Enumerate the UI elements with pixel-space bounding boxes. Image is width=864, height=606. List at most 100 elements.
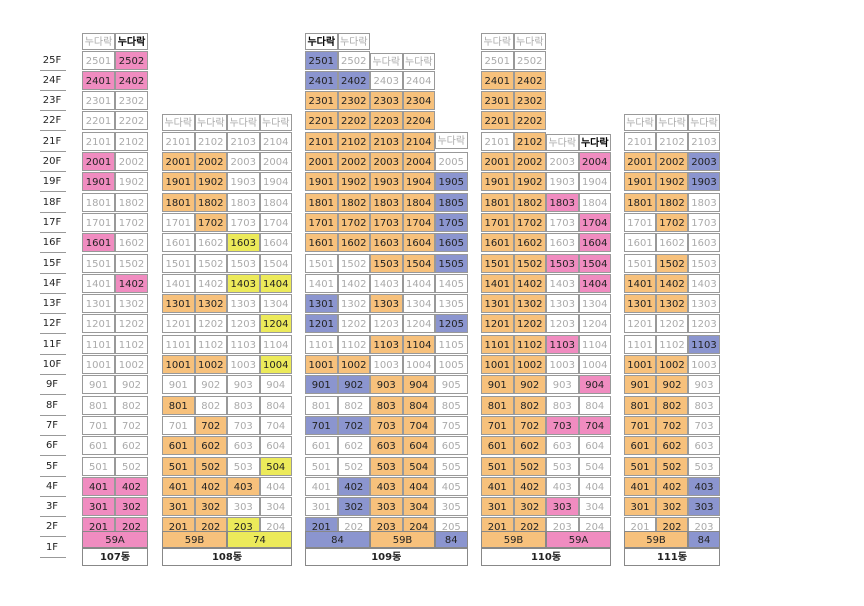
- unit-cell[interactable]: 1604: [402, 233, 435, 253]
- unit-cell[interactable]: 1804: [402, 192, 435, 212]
- unit-cell[interactable]: 1003: [227, 355, 260, 374]
- unit-cell[interactable]: 402: [194, 476, 227, 496]
- unit-cell[interactable]: 2003: [688, 152, 720, 171]
- unit-cell[interactable]: 404: [578, 476, 611, 496]
- unit-cell[interactable]: 2003: [370, 152, 403, 171]
- unit-cell[interactable]: 301: [624, 497, 656, 517]
- unit-cell[interactable]: 1701: [162, 212, 195, 232]
- unit-cell[interactable]: 1603: [688, 233, 720, 253]
- unit-cell[interactable]: 1204: [402, 314, 435, 334]
- unit-cell[interactable]: 1303: [546, 294, 579, 314]
- unit-cell[interactable]: 1502: [656, 253, 688, 273]
- unit-cell[interactable]: 2103: [227, 131, 260, 151]
- unit-cell[interactable]: 2202: [115, 111, 148, 131]
- unit-cell[interactable]: 2102: [115, 131, 148, 151]
- unit-cell[interactable]: 2101: [305, 131, 338, 151]
- unit-cell[interactable]: 1703: [546, 212, 579, 232]
- unit-cell[interactable]: 702: [337, 415, 370, 435]
- unit-cell[interactable]: 601: [162, 436, 195, 456]
- unit-cell[interactable]: 305: [435, 497, 468, 517]
- unit-cell[interactable]: 2304: [402, 91, 435, 111]
- unit-cell[interactable]: 1202: [115, 314, 148, 334]
- unit-cell[interactable]: 502: [337, 456, 370, 476]
- unit-cell[interactable]: 2202: [513, 111, 546, 131]
- unit-cell[interactable]: 1303: [227, 294, 260, 314]
- unit-cell[interactable]: 401: [82, 476, 115, 496]
- unit-cell[interactable]: 702: [656, 415, 688, 435]
- unit-cell[interactable]: 1603: [227, 233, 260, 253]
- unit-cell[interactable]: 701: [82, 415, 115, 435]
- unit-cell[interactable]: 902: [337, 375, 370, 395]
- unit-cell[interactable]: 2002: [656, 152, 688, 171]
- unit-cell[interactable]: 501: [624, 456, 656, 476]
- unit-cell[interactable]: 1104: [259, 334, 292, 354]
- unit-cell[interactable]: 404: [259, 476, 292, 496]
- unit-cell[interactable]: 1502: [337, 253, 370, 273]
- unit-cell[interactable]: 1203: [370, 314, 403, 334]
- unit-cell[interactable]: 803: [370, 395, 403, 415]
- unit-cell[interactable]: 1701: [624, 212, 656, 232]
- unit-cell[interactable]: 1902: [115, 172, 148, 192]
- unit-cell[interactable]: 302: [337, 497, 370, 517]
- unit-cell[interactable]: 1203: [227, 314, 260, 334]
- unit-cell[interactable]: 1204: [259, 314, 292, 334]
- unit-cell[interactable]: 701: [162, 415, 195, 435]
- unit-cell[interactable]: 1304: [402, 294, 435, 314]
- unit-cell[interactable]: 1202: [194, 314, 227, 334]
- unit-cell[interactable]: 2102: [656, 131, 688, 151]
- unit-cell[interactable]: 2402: [115, 70, 148, 90]
- unit-cell[interactable]: 1001: [624, 355, 656, 374]
- unit-cell[interactable]: 2003: [227, 152, 260, 171]
- unit-cell[interactable]: 1902: [194, 172, 227, 192]
- unit-cell[interactable]: 1401: [82, 273, 115, 293]
- unit-cell[interactable]: 1101: [305, 334, 338, 354]
- unit-cell[interactable]: 2201: [481, 111, 514, 131]
- unit-cell[interactable]: 2401: [305, 70, 338, 90]
- unit-cell[interactable]: 1505: [435, 253, 468, 273]
- unit-cell[interactable]: 2402: [513, 70, 546, 90]
- unit-cell[interactable]: 1201: [82, 314, 115, 334]
- unit-cell[interactable]: 2001: [624, 152, 656, 171]
- unit-cell[interactable]: 2001: [82, 152, 115, 171]
- unit-cell[interactable]: 1004: [402, 355, 435, 374]
- unit-cell[interactable]: 802: [656, 395, 688, 415]
- unit-cell[interactable]: 403: [546, 476, 579, 496]
- unit-cell[interactable]: 1401: [624, 273, 656, 293]
- unit-cell[interactable]: 1302: [194, 294, 227, 314]
- unit-cell[interactable]: 2302: [115, 91, 148, 111]
- unit-cell[interactable]: 1402: [656, 273, 688, 293]
- unit-cell[interactable]: 1901: [162, 172, 195, 192]
- unit-cell[interactable]: 1001: [162, 355, 195, 374]
- unit-cell[interactable]: 1904: [259, 172, 292, 192]
- unit-cell[interactable]: 1402: [513, 273, 546, 293]
- unit-cell[interactable]: 2004: [578, 152, 611, 171]
- unit-cell[interactable]: 1402: [115, 273, 148, 293]
- unit-cell[interactable]: 2101: [162, 131, 195, 151]
- unit-cell[interactable]: 1002: [337, 355, 370, 374]
- unit-cell[interactable]: 1302: [337, 294, 370, 314]
- unit-cell[interactable]: 402: [656, 476, 688, 496]
- unit-cell[interactable]: 1003: [688, 355, 720, 374]
- unit-cell[interactable]: 302: [656, 497, 688, 517]
- unit-cell[interactable]: 1104: [578, 334, 611, 354]
- unit-cell[interactable]: 802: [115, 395, 148, 415]
- unit-cell[interactable]: 2002: [115, 152, 148, 171]
- unit-cell[interactable]: 902: [656, 375, 688, 395]
- unit-cell[interactable]: 2301: [82, 91, 115, 111]
- unit-cell[interactable]: 2203: [370, 111, 403, 131]
- unit-cell[interactable]: 1802: [656, 192, 688, 212]
- unit-cell[interactable]: 2303: [370, 91, 403, 111]
- unit-cell[interactable]: 1402: [337, 273, 370, 293]
- unit-cell[interactable]: 2002: [194, 152, 227, 171]
- unit-cell[interactable]: 402: [337, 476, 370, 496]
- unit-cell[interactable]: 303: [688, 497, 720, 517]
- unit-cell[interactable]: 504: [578, 456, 611, 476]
- unit-cell[interactable]: 701: [481, 415, 514, 435]
- unit-cell[interactable]: 1201: [162, 314, 195, 334]
- unit-cell[interactable]: 1601: [162, 233, 195, 253]
- unit-cell[interactable]: 2403: [370, 70, 403, 90]
- unit-cell[interactable]: 602: [115, 436, 148, 456]
- unit-cell[interactable]: 1801: [481, 192, 514, 212]
- unit-cell[interactable]: 1902: [656, 172, 688, 192]
- unit-cell[interactable]: 1004: [259, 355, 292, 374]
